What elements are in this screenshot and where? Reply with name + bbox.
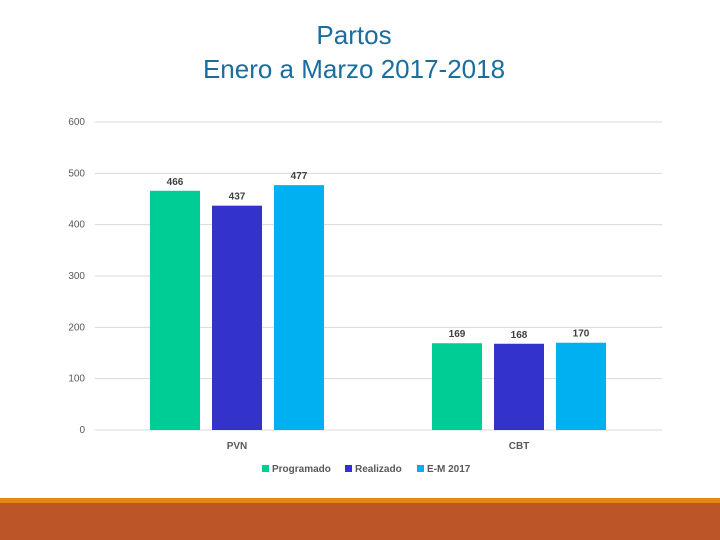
title-line-1: Partos — [316, 20, 392, 50]
footer-bar — [0, 503, 720, 540]
data-label: 437 — [229, 192, 246, 203]
slide-title: Partos Enero a Marzo 2017-2018 — [0, 18, 708, 86]
bar — [556, 342, 606, 430]
bar — [432, 343, 482, 430]
legend-swatch — [262, 465, 269, 472]
data-label: 466 — [167, 177, 184, 188]
x-tick-label: CBT — [509, 441, 530, 452]
y-tick-label: 400 — [68, 220, 85, 231]
bar — [494, 343, 544, 430]
data-label: 168 — [511, 330, 528, 341]
x-tick-label: PVN — [227, 441, 248, 452]
y-tick-label: 200 — [68, 322, 85, 333]
bar — [150, 190, 200, 430]
legend-swatch — [345, 465, 352, 472]
y-tick-label: 100 — [68, 374, 85, 385]
footer-accent-line — [0, 498, 720, 503]
y-tick-label: 500 — [68, 168, 85, 179]
legend-label: Programado — [272, 464, 331, 475]
y-tick-label: 0 — [79, 425, 85, 436]
y-tick-label: 600 — [68, 117, 85, 128]
title-line-2: Enero a Marzo 2017-2018 — [202, 54, 506, 84]
bar — [212, 205, 262, 430]
legend-swatch — [417, 465, 424, 472]
data-label: 477 — [291, 171, 308, 182]
y-tick-label: 300 — [68, 271, 85, 282]
bar — [274, 185, 324, 430]
data-label: 170 — [573, 329, 590, 340]
bar-chart: 0 100 200 300 400 500 600 466 169 437 168 477 170 PVN… — [68, 117, 662, 475]
data-label: 169 — [449, 329, 466, 340]
legend-label: Realizado — [355, 464, 402, 475]
legend-label: E-M 2017 — [427, 464, 471, 475]
